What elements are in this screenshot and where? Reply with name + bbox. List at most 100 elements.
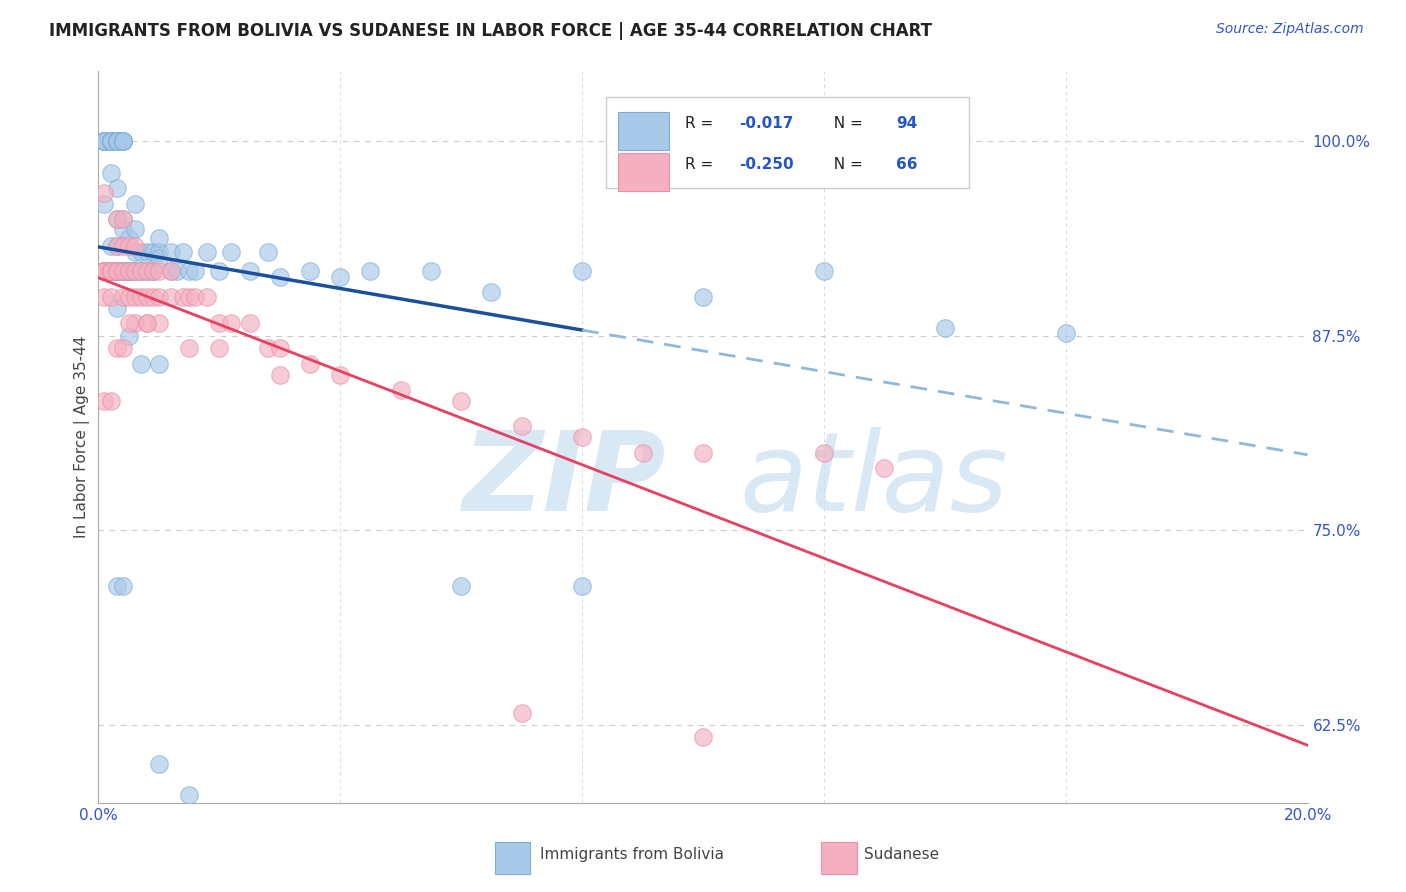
- Text: ZIP: ZIP: [463, 427, 666, 534]
- Point: [118, 329, 141, 343]
- Point: [166, 263, 188, 277]
- Point: [135, 290, 157, 304]
- Text: 94: 94: [897, 116, 918, 131]
- Point: [105, 263, 128, 277]
- Point: [142, 263, 165, 277]
- Point: [692, 290, 714, 304]
- Point: [329, 368, 352, 382]
- Point: [124, 290, 146, 304]
- Point: [142, 290, 165, 304]
- Point: [208, 317, 231, 331]
- Point: [135, 317, 157, 331]
- Point: [93, 135, 115, 149]
- Point: [124, 196, 146, 211]
- Point: [129, 263, 152, 277]
- Point: [105, 135, 128, 149]
- FancyBboxPatch shape: [606, 97, 969, 188]
- Point: [124, 317, 146, 331]
- Point: [100, 263, 122, 277]
- Text: R =: R =: [685, 116, 718, 131]
- Text: Immigrants from Bolivia: Immigrants from Bolivia: [540, 847, 724, 862]
- Point: [93, 135, 115, 149]
- Point: [129, 263, 152, 277]
- Point: [118, 263, 141, 277]
- Point: [118, 238, 141, 252]
- Point: [239, 263, 262, 277]
- Point: [481, 285, 503, 300]
- Point: [360, 263, 382, 277]
- Text: N =: N =: [824, 116, 868, 131]
- Point: [129, 357, 152, 371]
- Point: [510, 419, 533, 434]
- Point: [179, 290, 201, 304]
- Point: [100, 135, 122, 149]
- Point: [142, 244, 165, 259]
- Point: [195, 244, 218, 259]
- Point: [571, 263, 593, 277]
- Point: [135, 263, 157, 277]
- Point: [105, 579, 128, 593]
- Point: [124, 263, 146, 277]
- Point: [873, 461, 896, 475]
- Point: [93, 263, 115, 277]
- Point: [111, 135, 134, 149]
- Point: [389, 384, 412, 398]
- Point: [93, 196, 115, 211]
- Point: [100, 135, 122, 149]
- Point: [450, 394, 472, 409]
- Point: [118, 290, 141, 304]
- Point: [118, 231, 141, 245]
- Text: Source: ZipAtlas.com: Source: ZipAtlas.com: [1216, 22, 1364, 37]
- FancyBboxPatch shape: [821, 841, 856, 874]
- Point: [631, 445, 654, 459]
- Point: [148, 357, 170, 371]
- Point: [148, 263, 170, 277]
- Point: [129, 244, 152, 259]
- Point: [221, 244, 243, 259]
- Point: [93, 263, 115, 277]
- Point: [93, 135, 115, 149]
- Point: [124, 238, 146, 252]
- Point: [129, 263, 152, 277]
- FancyBboxPatch shape: [495, 841, 530, 874]
- Point: [160, 290, 183, 304]
- Point: [184, 263, 207, 277]
- Point: [105, 181, 128, 195]
- Point: [105, 263, 128, 277]
- Point: [118, 263, 141, 277]
- Point: [105, 263, 128, 277]
- Point: [100, 135, 122, 149]
- Point: [813, 445, 835, 459]
- Point: [124, 244, 146, 259]
- Text: atlas: atlas: [740, 427, 1008, 534]
- Point: [93, 263, 115, 277]
- Point: [111, 135, 134, 149]
- Point: [100, 263, 122, 277]
- Point: [111, 212, 134, 227]
- Point: [160, 244, 183, 259]
- Point: [208, 342, 231, 356]
- Point: [813, 263, 835, 277]
- Text: N =: N =: [824, 157, 868, 172]
- Point: [692, 731, 714, 745]
- Point: [148, 251, 170, 265]
- Point: [299, 357, 322, 371]
- Point: [172, 244, 194, 259]
- FancyBboxPatch shape: [619, 112, 669, 150]
- Point: [142, 263, 165, 277]
- Point: [118, 263, 141, 277]
- Point: [93, 135, 115, 149]
- Point: [118, 317, 141, 331]
- Point: [195, 290, 218, 304]
- Text: R =: R =: [685, 157, 718, 172]
- Point: [208, 263, 231, 277]
- Text: IMMIGRANTS FROM BOLIVIA VS SUDANESE IN LABOR FORCE | AGE 35-44 CORRELATION CHART: IMMIGRANTS FROM BOLIVIA VS SUDANESE IN L…: [49, 22, 932, 40]
- Point: [510, 706, 533, 720]
- Point: [111, 221, 134, 235]
- Point: [111, 263, 134, 277]
- Point: [269, 269, 291, 284]
- Point: [135, 244, 157, 259]
- Point: [450, 579, 472, 593]
- Point: [111, 238, 134, 252]
- Point: [256, 342, 278, 356]
